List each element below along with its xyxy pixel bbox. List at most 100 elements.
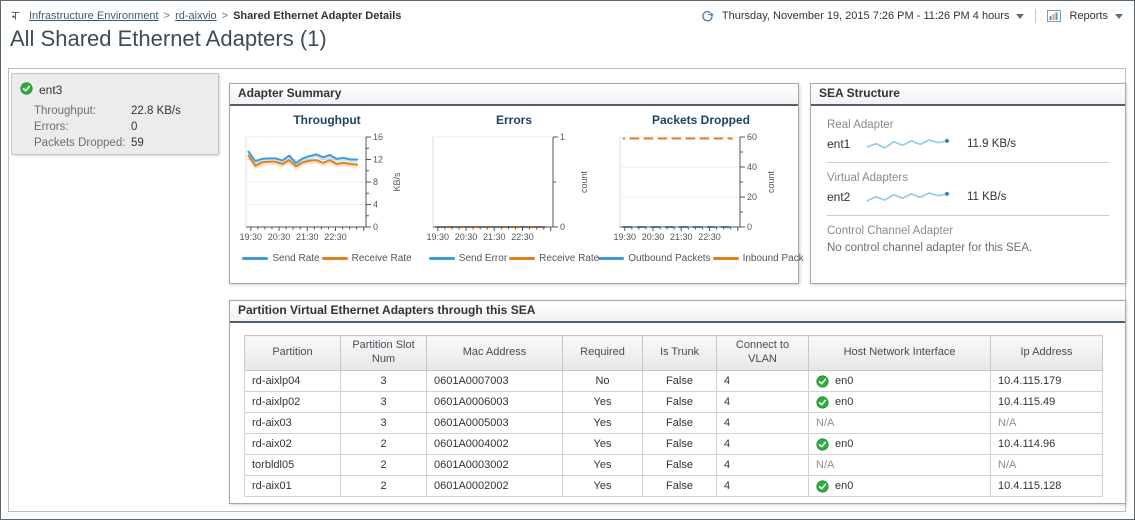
cell-slot: 3: [340, 370, 427, 392]
cell-vlan: 4: [716, 412, 809, 434]
svg-text:19:30: 19:30: [614, 232, 637, 242]
section-label: Virtual Adapters: [827, 172, 908, 184]
breadcrumb-item: Shared Ethernet Adapter Details: [233, 10, 402, 22]
adapter-rate: 11 KB/s: [967, 191, 1007, 203]
svg-text:19:30: 19:30: [427, 232, 450, 242]
legend-swatch-icon: [509, 257, 536, 260]
table-header-row: Partition Partition Slot Num Mac Address Re…: [244, 335, 1103, 371]
table-row: rd-aix01 2 0601A0002002 Yes False 4 en0 10.4.11…: [244, 475, 1103, 497]
cell-vlan: 4: [716, 454, 809, 476]
cell-required: Yes: [562, 412, 643, 434]
column-header-partition[interactable]: Partition: [244, 335, 341, 371]
svg-text:0: 0: [560, 222, 565, 232]
legend-label: Send Rate: [272, 253, 320, 264]
cell-host: en0: [808, 475, 991, 497]
svg-text:20:30: 20:30: [642, 232, 665, 242]
legend-item: Inbound Pack: [712, 253, 804, 264]
section-label: Control Channel Adapter: [827, 225, 953, 237]
time-range-label: Thursday, November 19, 2015 7:26 PM - 11…: [721, 10, 1010, 22]
cell-vlan: 4: [716, 433, 809, 455]
time-range-selector[interactable]: Thursday, November 19, 2015 7:26 PM - 11…: [701, 10, 1025, 22]
column-header-host[interactable]: Host Network Interface: [808, 335, 991, 371]
svg-text:20:30: 20:30: [455, 232, 478, 242]
cell-ip: N/A: [990, 454, 1103, 476]
cell-ip: 10.4.115.49: [990, 391, 1103, 413]
throughput-chart: Throughput 0 4 8 12 16 19:30 20:30 21:30 22:30 KB…: [234, 106, 420, 264]
svg-text:8: 8: [373, 177, 378, 187]
table-row: rd-aixlp02 3 0601A0006003 Yes False 4 en0 10.4.…: [244, 391, 1103, 413]
reports-button[interactable]: Reports: [1047, 9, 1123, 23]
svg-text:KB/s: KB/s: [392, 172, 402, 192]
metric-label: Throughput:: [34, 105, 97, 117]
host-interface-label: en0: [835, 438, 854, 450]
time-range-caret-icon: [1016, 13, 1025, 19]
cell-required: Yes: [562, 454, 643, 476]
legend-swatch-icon: [321, 257, 348, 260]
cell-partition: rd-aixlp02: [244, 391, 341, 413]
reports-label: Reports: [1069, 10, 1108, 22]
adapter-name: ent1: [827, 137, 851, 151]
cell-trunk: False: [642, 412, 717, 434]
partition-table: Partition Partition Slot Num Mac Address Re…: [244, 335, 1103, 497]
cell-mac: 0601A0002002: [426, 475, 563, 497]
section-label: Real Adapter: [827, 119, 894, 131]
legend-item: Receive Rate: [509, 253, 599, 264]
svg-text:0: 0: [373, 222, 378, 232]
cell-trunk: False: [642, 370, 717, 392]
chart-title: Errors: [495, 113, 533, 127]
virtual-adapters-section: Virtual Adapters ent2 11 KB/s: [827, 162, 1109, 215]
svg-text:22:30: 22:30: [324, 232, 347, 242]
adapter-metric-row: Errors: 0: [34, 119, 218, 135]
column-header-ip[interactable]: Ip Address: [990, 335, 1103, 371]
cell-trunk: False: [642, 391, 717, 413]
adapter-summary-panel: Adapter Summary Throughput 0 4 8 12 16 19:30 2…: [229, 83, 804, 284]
metric-value: 22.8 KB/s: [131, 105, 181, 117]
legend-label: Inbound Pack: [742, 253, 804, 264]
legend-label: Send Error: [458, 253, 508, 264]
column-header-vlan[interactable]: Connect to VLAN: [716, 335, 809, 371]
svg-text:16: 16: [373, 132, 383, 142]
svg-text:21:30: 21:30: [296, 232, 319, 242]
legend-label: Outbound Packets: [628, 253, 711, 264]
metric-value: 0: [131, 121, 138, 133]
cell-required: Yes: [562, 433, 643, 455]
svg-text:0: 0: [747, 222, 752, 232]
metric-value: 59: [131, 137, 144, 149]
legend-swatch-icon: [428, 257, 455, 260]
chart-title: Packets Dropped: [651, 113, 751, 127]
cell-ip: 10.4.114.96: [990, 433, 1103, 455]
cell-slot: 3: [340, 412, 427, 434]
svg-text:20: 20: [747, 192, 757, 202]
packets-dropped-plot: 0 20 40 60 19:30 20:30 21:30 22:30 count: [614, 132, 776, 242]
status-ok-icon: [20, 82, 33, 98]
column-header-required[interactable]: Required: [562, 335, 643, 371]
column-header-trunk[interactable]: Is Trunk: [642, 335, 717, 371]
adapter-summary-title: Adapter Summary: [230, 84, 798, 106]
column-header-mac[interactable]: Mac Address: [426, 335, 563, 371]
breadcrumb-item[interactable]: rd-aixvio: [175, 10, 217, 22]
cell-slot: 2: [340, 433, 427, 455]
legend-item: Send Rate: [242, 253, 320, 264]
cell-partition: rd-aix03: [244, 412, 341, 434]
cell-partition: rd-aixlp04: [244, 370, 341, 392]
breadcrumb-separator: >: [163, 10, 171, 22]
table-row: rd-aix02 2 0601A0004002 Yes False 4 en0 10.4.11…: [244, 433, 1103, 455]
separator: [1035, 9, 1037, 23]
adapter-card-ent3[interactable]: ent3 Throughput: 22.8 KB/s Errors: 0 Packets…: [11, 73, 219, 155]
host-interface-label: en0: [835, 375, 854, 387]
throughput-legend: Send Rate Receive Rate: [234, 253, 420, 264]
table-row: torbldl05 2 0601A0003002 Yes False 4 N/A N/A: [244, 454, 1103, 476]
metric-label: Errors:: [34, 121, 69, 133]
legend-swatch-icon: [242, 257, 269, 260]
breadcrumb-item[interactable]: Infrastructure Environment: [29, 10, 159, 22]
cell-host: en0: [808, 391, 991, 413]
throughput-plot: 0 4 8 12 16 19:30 20:30 21:30 22:30 KB/s: [240, 132, 402, 242]
chart-title: Throughput: [293, 113, 361, 127]
cell-host: en0: [808, 370, 991, 392]
legend-label: Receive Rate: [351, 253, 412, 264]
column-header-slot[interactable]: Partition Slot Num: [340, 335, 427, 371]
top-bar: Infrastructure Environment > rd-aixvio > Sha…: [10, 7, 1123, 25]
svg-text:1: 1: [560, 132, 565, 142]
svg-text:22:30: 22:30: [511, 232, 534, 242]
control-channel-message: No control channel adapter for this SEA.: [827, 242, 1033, 254]
